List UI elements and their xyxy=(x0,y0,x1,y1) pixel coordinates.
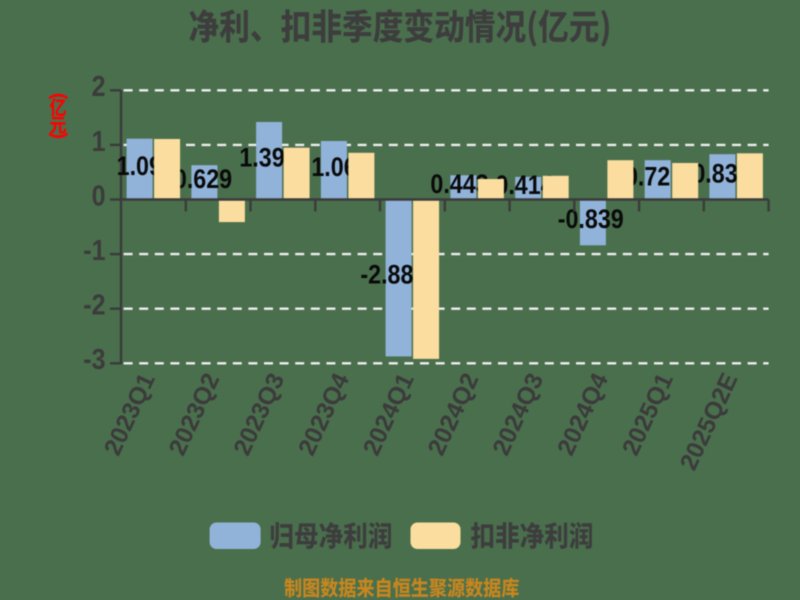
svg-text:-3: -3 xyxy=(83,344,105,376)
svg-text:2: 2 xyxy=(92,71,106,103)
svg-text:-1: -1 xyxy=(83,234,105,266)
svg-text:-2.88: -2.88 xyxy=(360,260,413,290)
svg-text:1.39: 1.39 xyxy=(239,143,284,173)
svg-text:0: 0 xyxy=(92,180,106,212)
svg-text:0.83: 0.83 xyxy=(692,159,737,189)
svg-text:0.629: 0.629 xyxy=(174,165,232,195)
svg-text:1: 1 xyxy=(92,125,106,157)
svg-text:-0.839: -0.839 xyxy=(558,205,624,235)
svg-text:-2: -2 xyxy=(83,289,105,321)
